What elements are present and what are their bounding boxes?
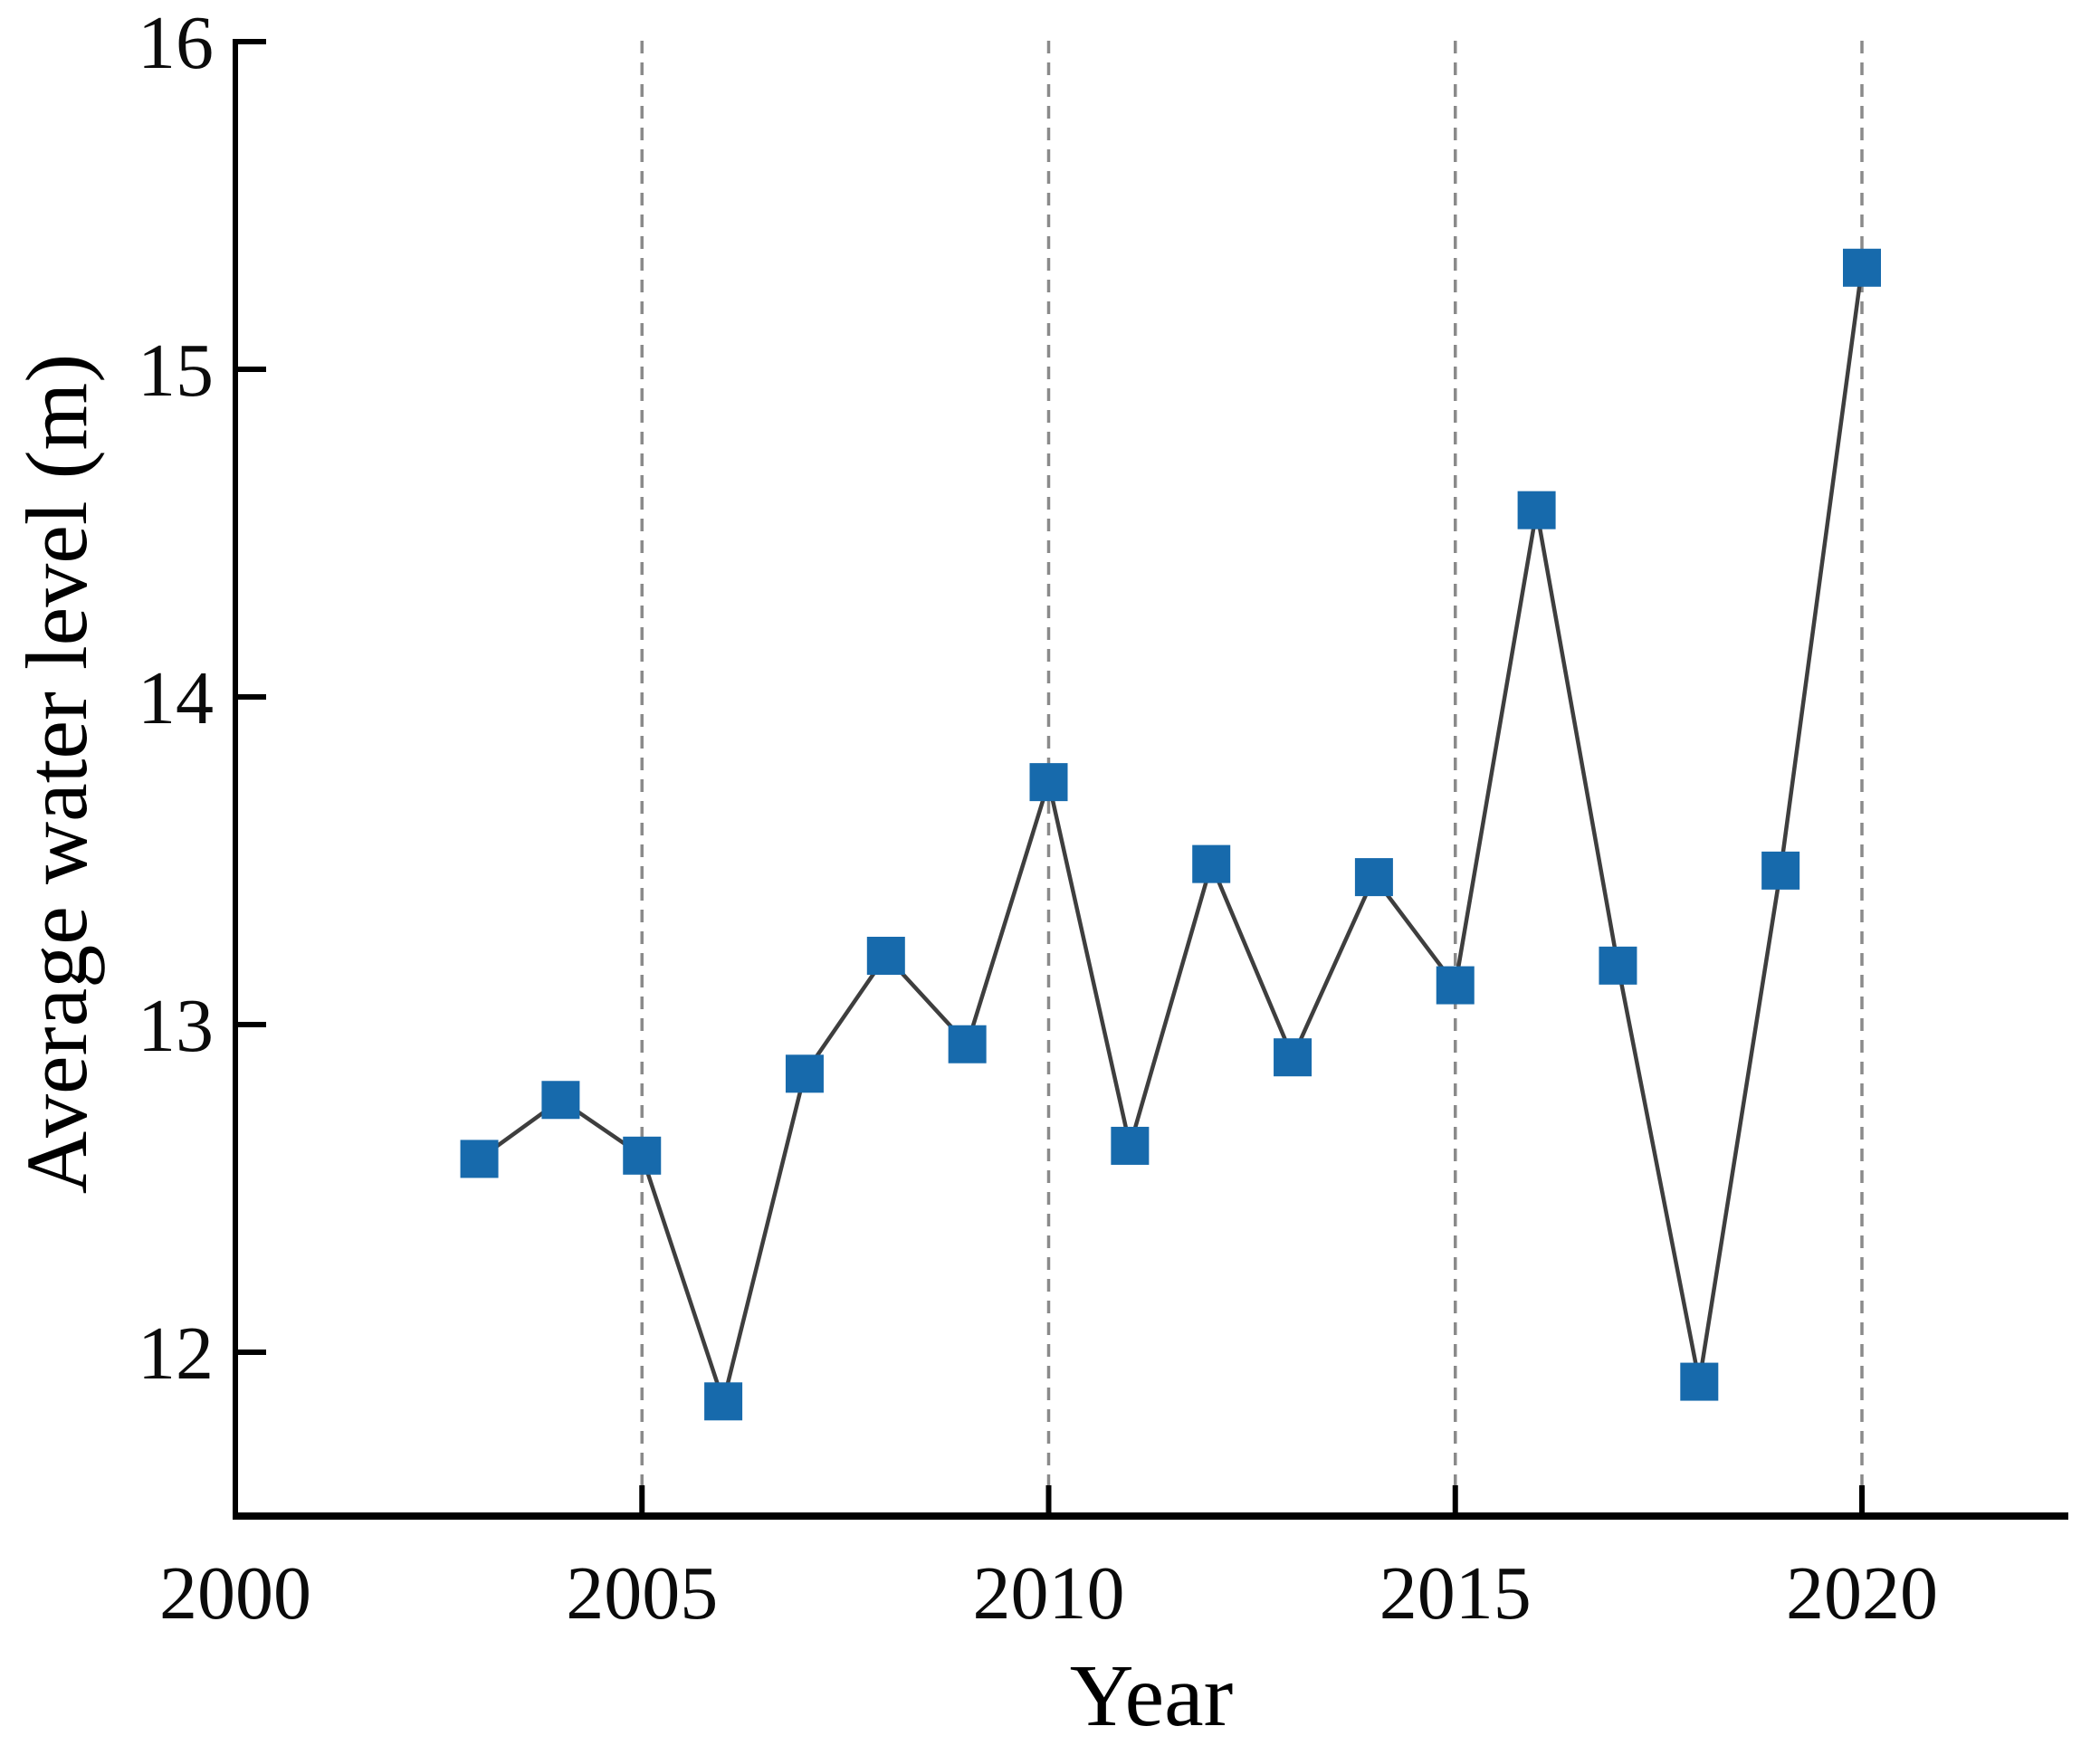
x-tick-label-2010: 2010	[973, 1551, 1125, 1636]
y-tick-label-16: 16	[138, 1, 214, 85]
data-point-2020	[1843, 248, 1881, 287]
data-point-2019	[1761, 851, 1800, 890]
data-point-2011	[1111, 1126, 1150, 1165]
data-point-2016	[1517, 491, 1556, 529]
data-point-2010	[1029, 763, 1068, 802]
data-point-2018	[1680, 1362, 1719, 1401]
data-point-2014	[1354, 858, 1393, 897]
axes-layer: 12 13 14 15 16 2000 2005 2010 2015 2020	[138, 1, 2068, 1636]
data-point-2012	[1192, 844, 1231, 883]
data-point-2013	[1274, 1038, 1312, 1077]
data-point-2008	[866, 936, 905, 975]
data-point-2004	[541, 1081, 580, 1120]
x-axis-title: Year	[1070, 1647, 1234, 1745]
labels-layer: Year Average water level (m)	[8, 354, 1233, 1745]
data-point-2003	[460, 1140, 499, 1178]
x-tick-label-2015: 2015	[1379, 1551, 1532, 1636]
y-tick-label-12: 12	[138, 1311, 214, 1396]
data-point-2006	[704, 1382, 743, 1421]
x-tick-label-2005: 2005	[566, 1551, 718, 1636]
data-point-2017	[1599, 946, 1637, 985]
data-point-2005	[623, 1136, 662, 1175]
y-tick-label-13: 13	[138, 984, 214, 1068]
y-tick-label-15: 15	[138, 329, 214, 413]
data-series-layer	[460, 248, 1881, 1421]
x-tick-label-2020: 2020	[1786, 1551, 1938, 1636]
y-tick-label-14: 14	[138, 656, 214, 740]
grid-layer	[640, 41, 1864, 1514]
x-tick-label-2000: 2000	[159, 1551, 311, 1636]
data-point-2009	[948, 1025, 987, 1063]
data-point-2015	[1436, 966, 1475, 1005]
series-line	[478, 267, 1865, 1404]
y-axis-title: Average water level (m)	[8, 354, 105, 1194]
data-point-2007	[785, 1054, 824, 1093]
